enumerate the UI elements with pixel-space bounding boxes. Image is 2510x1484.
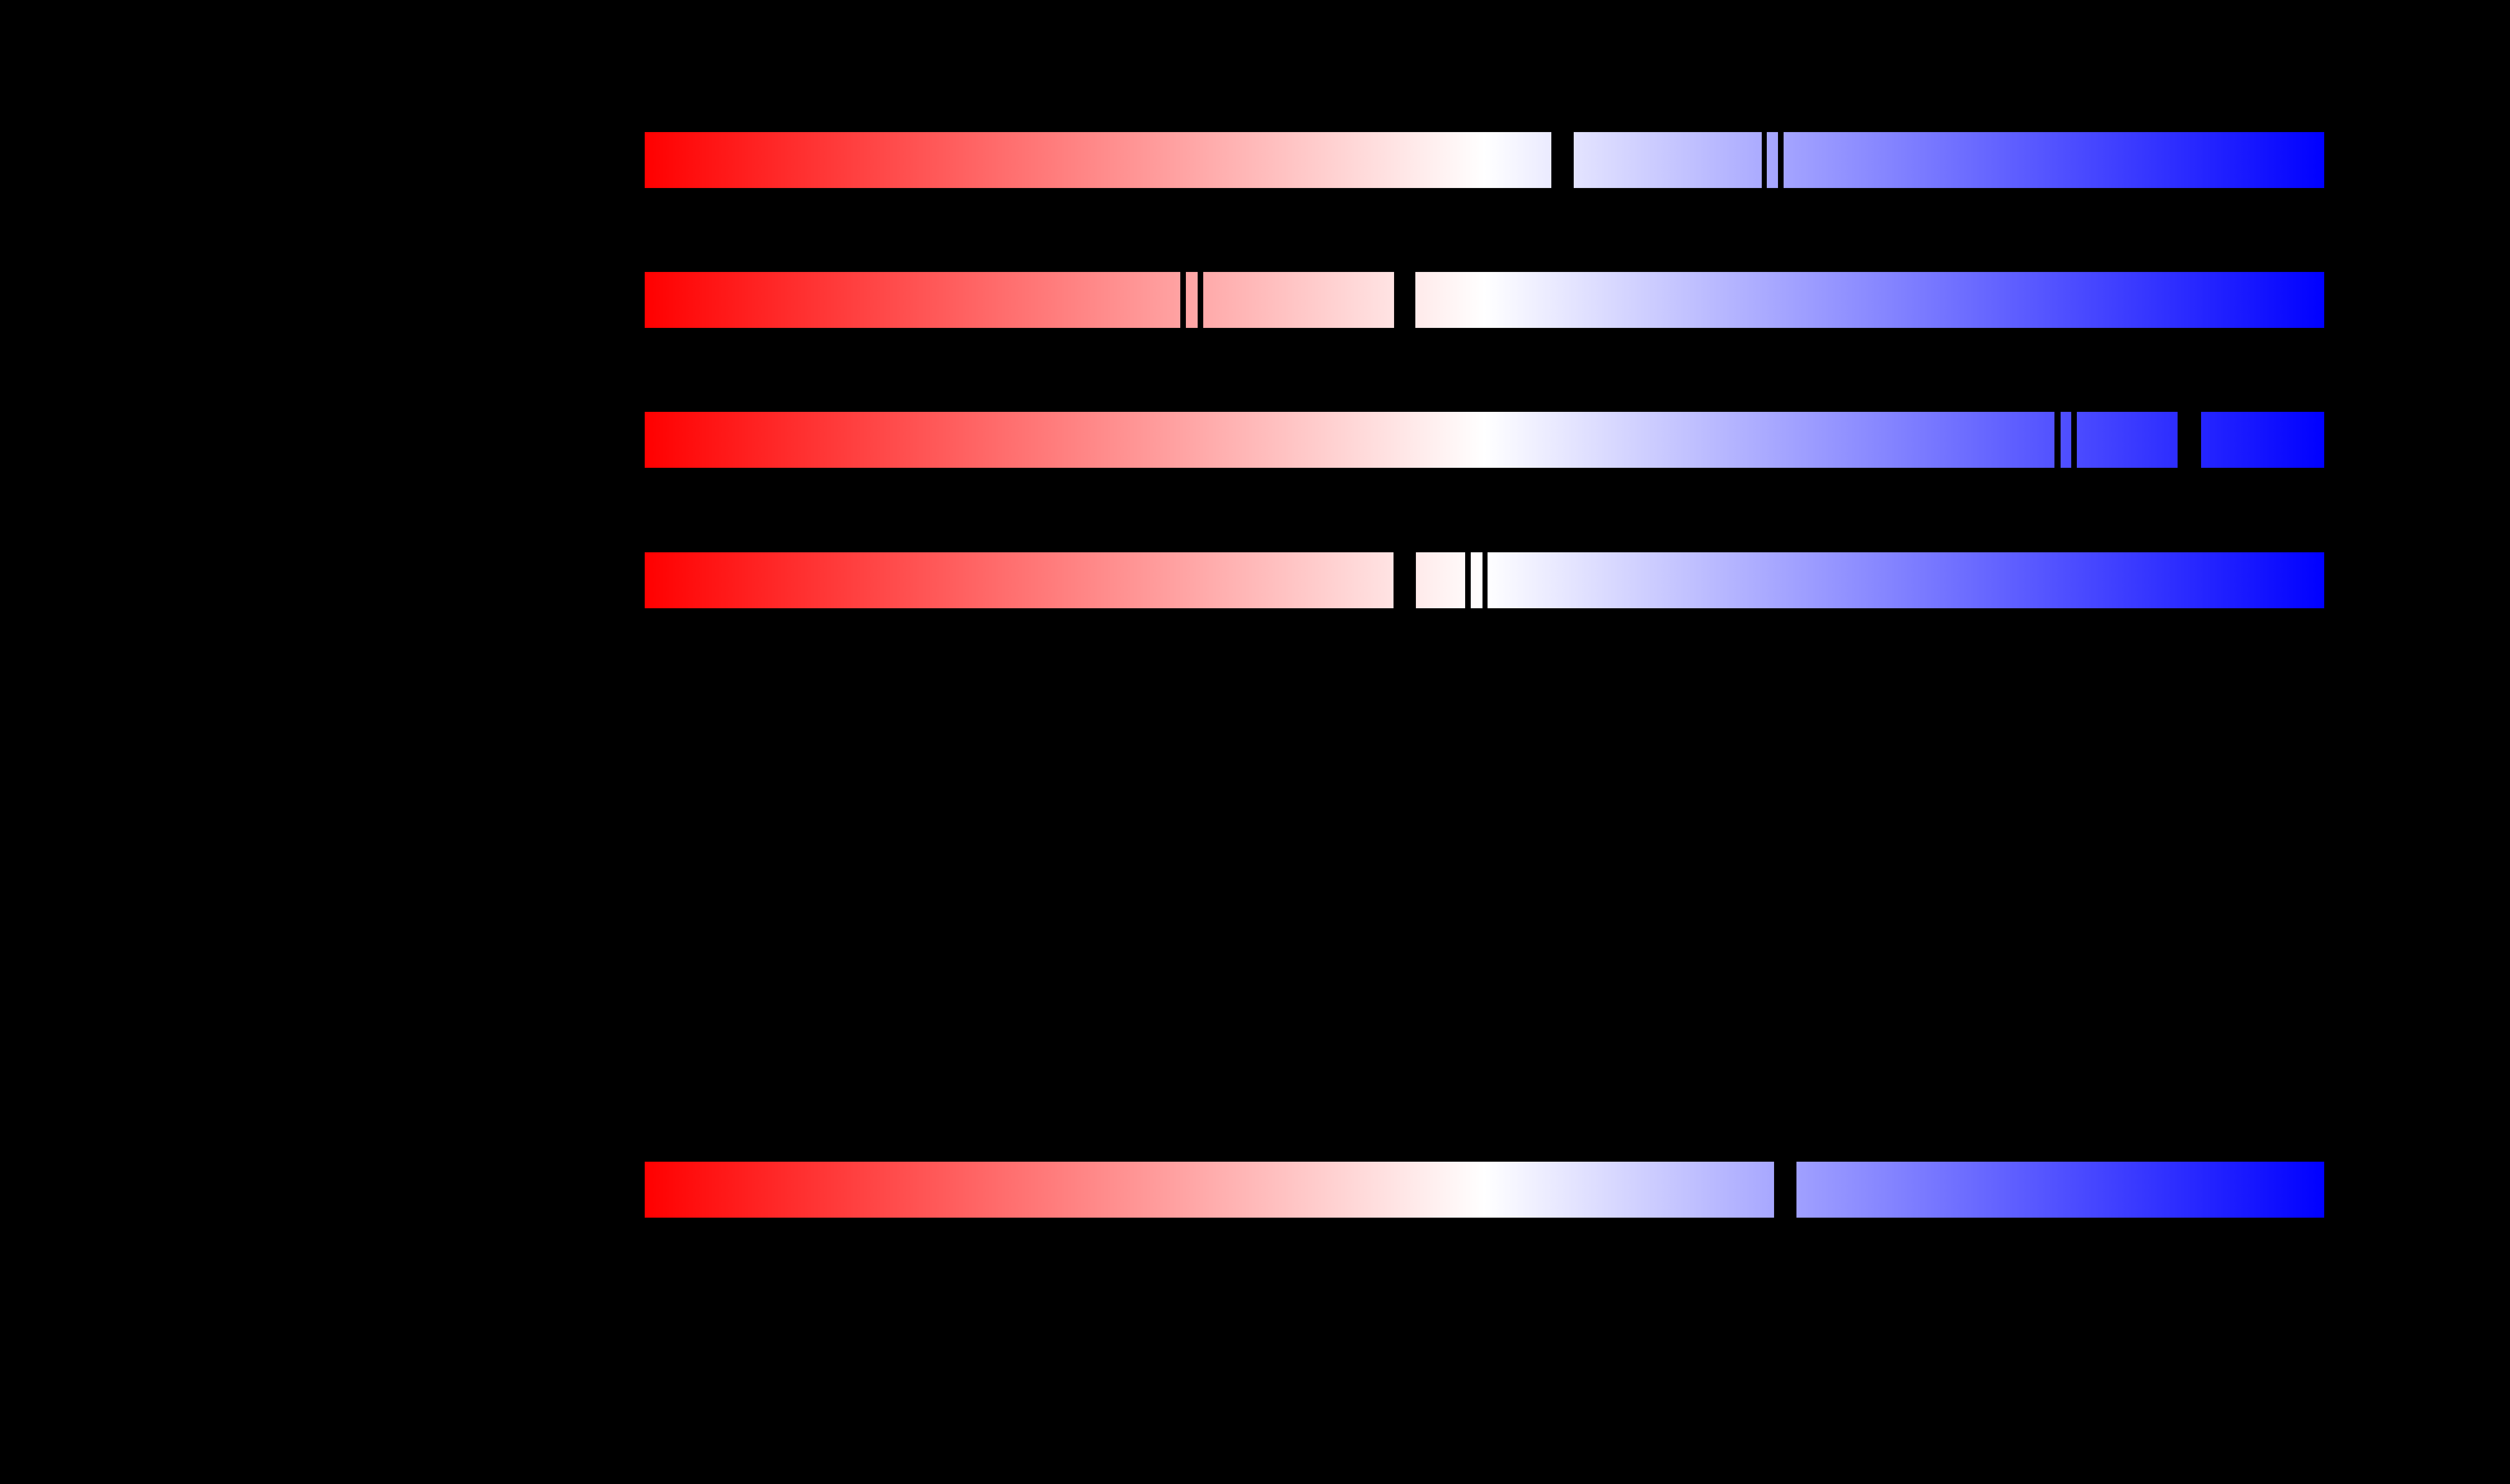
gradient-bar-row-2 bbox=[645, 272, 2324, 328]
thin-marker-b-row-1 bbox=[1778, 132, 1784, 188]
thin-marker-a-row-2 bbox=[1180, 272, 1186, 328]
thick-marker-row-1 bbox=[1551, 132, 1574, 188]
thick-marker-row-3 bbox=[2178, 412, 2201, 468]
gradient-bar-row-1 bbox=[645, 132, 2324, 188]
thin-marker-b-row-4 bbox=[1482, 552, 1488, 608]
thin-marker-a-row-4 bbox=[1465, 552, 1471, 608]
gradient-bar-row-3 bbox=[645, 412, 2324, 468]
thin-marker-a-row-1 bbox=[1762, 132, 1767, 188]
thin-marker-b-row-3 bbox=[2071, 412, 2077, 468]
thin-marker-a-row-3 bbox=[2054, 412, 2061, 468]
thick-marker-row-5 bbox=[1774, 1162, 1796, 1218]
thin-marker-b-row-2 bbox=[1198, 272, 1203, 328]
gradient-bar-row-5 bbox=[645, 1162, 2324, 1218]
thick-marker-row-2 bbox=[1394, 272, 1415, 328]
thick-marker-row-4 bbox=[1394, 552, 1416, 608]
gradient-bar-row-4 bbox=[645, 552, 2324, 608]
